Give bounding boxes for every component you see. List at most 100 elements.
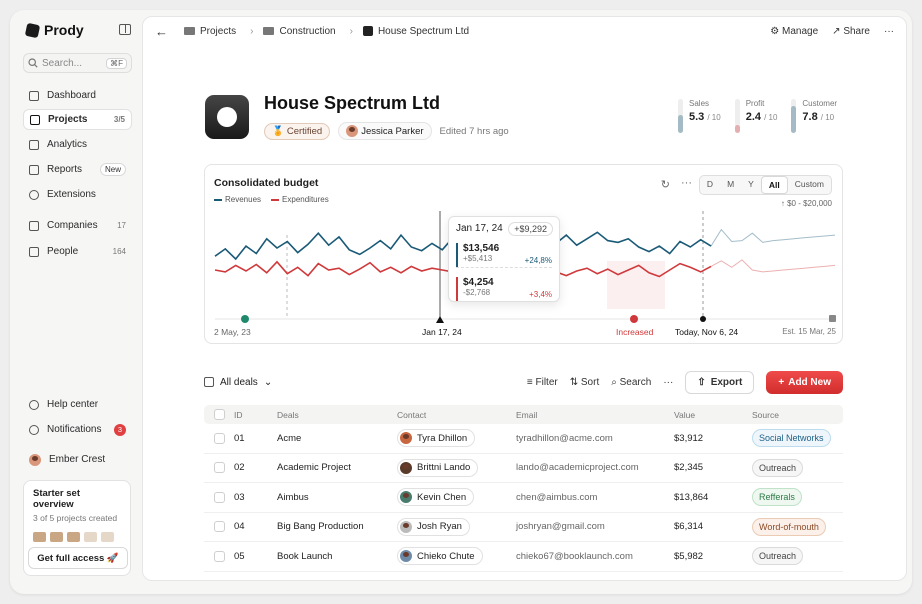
- sidebar-item-extensions[interactable]: Extensions: [23, 184, 132, 205]
- tooltip-revenue-pct: +24,8%: [524, 256, 552, 265]
- table-row[interactable]: 01 Acme Tyra Dhillon tyradhillon@acme.com $3…: [204, 424, 843, 454]
- contact-chip[interactable]: Chieko Chute: [397, 547, 483, 566]
- contact-cell: Tyra Dhillon: [397, 429, 516, 448]
- chart-more-icon[interactable]: ···: [681, 177, 692, 189]
- sidebar-item-help-center[interactable]: Help center: [23, 394, 132, 415]
- contact-cell: Chieko Chute: [397, 547, 516, 566]
- period-d[interactable]: D: [706, 179, 714, 189]
- sidebar-item-companies[interactable]: Companies 17: [23, 215, 132, 236]
- column-header[interactable]: Deals: [277, 409, 299, 420]
- sort-icon: ⇅: [569, 376, 581, 388]
- more-icon[interactable]: ···: [884, 25, 894, 37]
- export-button[interactable]: ⇧ Export: [685, 370, 755, 394]
- kpi-bar: [734, 99, 740, 133]
- folder-empty-icon: [101, 532, 114, 542]
- starter-subtitle: 3 of 5 projects created: [33, 513, 118, 523]
- contact-chip[interactable]: Josh Ryan: [397, 517, 470, 536]
- sidebar-item-label: Companies: [47, 220, 98, 231]
- source-badge: Social Networks: [752, 429, 831, 448]
- chart-range: ↑ $0 - $20,000: [780, 199, 832, 208]
- certified-icon: 🏅: [272, 125, 284, 137]
- deal-value: $5,982: [674, 550, 704, 562]
- more-icon[interactable]: ···: [663, 376, 674, 388]
- contact-chip[interactable]: Brittni Lando: [397, 458, 479, 477]
- breadcrumb-projects[interactable]: Projects: [184, 26, 236, 37]
- manage-button[interactable]: ⚙ Manage: [770, 26, 818, 37]
- today-marker-icon: [700, 316, 706, 322]
- view-selector[interactable]: All deals ⌄: [204, 377, 272, 388]
- folder-empty-icon: [84, 532, 97, 542]
- sidebar-item-reports[interactable]: Reports New: [23, 159, 132, 180]
- legend-revenues: Revenues: [214, 195, 261, 204]
- breadcrumb-label: House Spectrum Ltd: [377, 25, 470, 37]
- select-all-checkbox[interactable]: [214, 409, 225, 420]
- tooltip-revenue: $13,546 +$5,413 +24,8%: [456, 243, 552, 267]
- share-icon: ↗: [832, 25, 844, 37]
- kpi-bar-fill: [734, 124, 740, 133]
- row-select-cell: [204, 550, 234, 562]
- sidebar-item-label: Analytics: [47, 139, 88, 150]
- row-select-cell: [204, 432, 234, 444]
- column-header[interactable]: Email: [516, 409, 538, 420]
- deals-table: ID Deals Contact Email Value Source 01 Ac…: [204, 405, 843, 572]
- table-row[interactable]: 04 Big Bang Production Josh Ryan joshryan@g…: [204, 513, 843, 542]
- breadcrumb-current[interactable]: House Spectrum Ltd: [362, 25, 470, 37]
- period-all[interactable]: All: [760, 176, 788, 194]
- table-row[interactable]: 03 Aimbus Kevin Chen chen@aimbus.com $13,864…: [204, 483, 843, 513]
- tooltip-revenue-value: $13,546: [463, 243, 500, 254]
- row-checkbox[interactable]: [214, 491, 225, 503]
- sidebar-toggle-icon[interactable]: [119, 24, 131, 35]
- deal-name[interactable]: Aimbus: [277, 491, 309, 503]
- period-custom[interactable]: Custom: [794, 179, 824, 189]
- app-logo[interactable]: Prody: [24, 22, 84, 38]
- sidebar-search[interactable]: Search... ⌘F: [23, 53, 132, 73]
- sort-button[interactable]: ⇅ Sort: [570, 377, 600, 388]
- back-arrow-icon[interactable]: ←: [155, 23, 168, 39]
- increased-marker-icon: [630, 315, 638, 323]
- table-row[interactable]: 02 Academic Project Brittni Lando lando@aca…: [204, 454, 843, 483]
- sidebar-item-user[interactable]: Ember Crest: [23, 449, 132, 470]
- help-icon: [29, 399, 39, 410]
- column-header[interactable]: Source: [752, 409, 779, 420]
- deal-name[interactable]: Book Launch: [277, 550, 333, 562]
- share-label: Share: [843, 25, 870, 37]
- period-m[interactable]: M: [727, 179, 735, 189]
- sidebar-item-analytics[interactable]: Analytics: [23, 134, 132, 155]
- breadcrumb-label: Construction: [279, 25, 336, 37]
- table-row[interactable]: 05 Book Launch Chieko Chute chieko67@bookla…: [204, 542, 843, 572]
- column-header[interactable]: Value: [674, 409, 696, 420]
- owner-chip[interactable]: Jessica Parker: [338, 122, 432, 140]
- contact-chip[interactable]: Kevin Chen: [397, 488, 475, 507]
- deal-id: 04: [234, 521, 245, 533]
- kpi-bar: [678, 99, 683, 133]
- sidebar-item-dashboard[interactable]: Dashboard: [23, 85, 132, 106]
- source-badge: Outreach: [752, 458, 804, 477]
- deals-toolbar: All deals ⌄ ≡ Filter ⇅ Sort ⌕ Search ···…: [204, 370, 843, 394]
- kpi-customer: Customer 7.8 / 10: [791, 99, 837, 133]
- row-checkbox[interactable]: [214, 521, 225, 533]
- deal-value: $3,912: [674, 432, 704, 444]
- row-checkbox[interactable]: [214, 432, 225, 444]
- get-full-access-button[interactable]: Get full access 🚀: [28, 547, 128, 569]
- period-y[interactable]: Y: [748, 179, 754, 189]
- deal-name[interactable]: Academic Project: [277, 462, 351, 474]
- sidebar-item-people[interactable]: People 164: [23, 241, 132, 262]
- folder-filled-icon: [50, 532, 63, 542]
- share-button[interactable]: ↗ Share: [832, 26, 870, 37]
- column-header[interactable]: Contact: [397, 409, 427, 420]
- deal-name[interactable]: Acme: [277, 432, 302, 444]
- deal-name[interactable]: Big Bang Production: [277, 521, 364, 533]
- filter-button[interactable]: ≡ Filter: [527, 377, 558, 388]
- row-checkbox[interactable]: [214, 462, 225, 474]
- contact-chip[interactable]: Tyra Dhillon: [397, 429, 476, 448]
- sidebar-item-projects[interactable]: Projects 3/5: [23, 109, 132, 130]
- column-header[interactable]: ID: [234, 409, 243, 420]
- row-checkbox[interactable]: [214, 550, 225, 562]
- contact-email: chieko67@booklaunch.com: [516, 550, 633, 562]
- add-new-button[interactable]: + Add New: [766, 370, 843, 394]
- breadcrumb-construction[interactable]: Construction: [263, 25, 336, 37]
- kpi-group: Sales 5.3 / 10 Profit 2.4 / 10 Customer …: [678, 99, 837, 133]
- sidebar-item-notifications[interactable]: Notifications 3: [23, 419, 132, 440]
- search-button[interactable]: ⌕ Search: [611, 377, 651, 388]
- refresh-icon[interactable]: ↻: [660, 179, 670, 191]
